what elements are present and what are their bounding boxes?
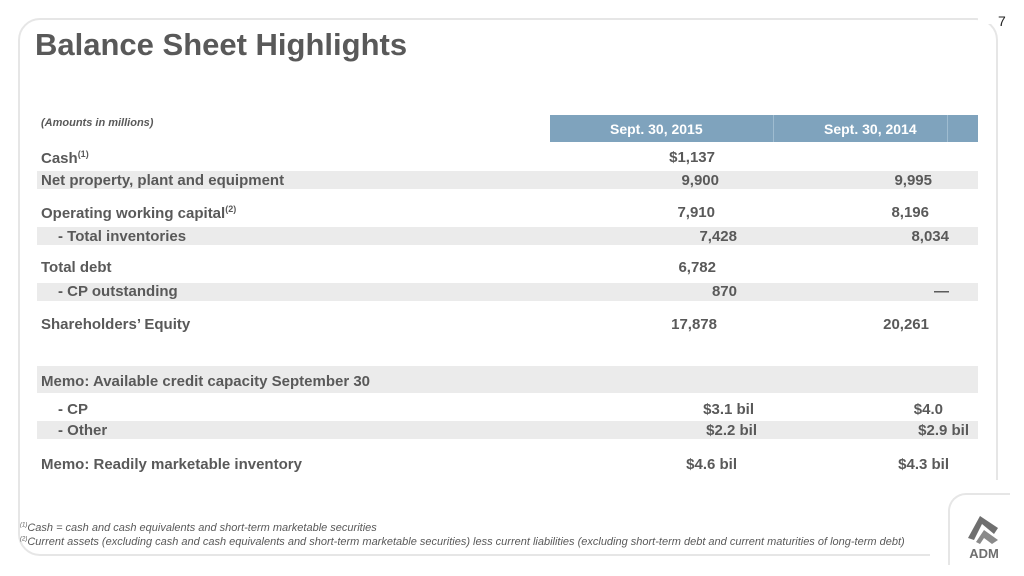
table-cell-2014: 20,261 xyxy=(883,316,929,333)
row-band xyxy=(37,421,978,439)
table-row-label: - CP outstanding xyxy=(58,283,178,300)
memo-cell-2015: $2.2 bil xyxy=(706,422,757,439)
frame-gap xyxy=(978,10,1008,24)
units-note: (Amounts in millions) xyxy=(41,117,154,129)
table-cell-2015: $1,137 xyxy=(669,149,715,166)
table-cell-2014: 9,995 xyxy=(894,172,932,189)
adm-logo-mark-icon: ADM xyxy=(968,516,999,561)
table-row-label: Net property, plant and equipment xyxy=(41,172,285,189)
table-header xyxy=(550,115,978,142)
adm-logo: ADM xyxy=(964,512,1004,562)
header-divider xyxy=(773,115,774,142)
row-band xyxy=(37,366,978,393)
memo-row-label: - CP xyxy=(58,401,88,418)
adm-logo-text: ADM xyxy=(969,546,999,561)
page-number: 7 xyxy=(998,13,1006,29)
table-row-label: Cash(1) xyxy=(41,149,89,167)
memo-cell-2015: $4.6 bil xyxy=(686,456,737,473)
column-header-2015: Sept. 30, 2015 xyxy=(610,121,703,137)
table-row-label: - Total inventories xyxy=(58,228,187,245)
table-row-label: Operating working capital(2) xyxy=(41,204,237,222)
memo-label: Memo: Available credit capacity Septembe… xyxy=(41,373,371,390)
table-cell-2015: 7,910 xyxy=(677,204,715,221)
frame-corner xyxy=(948,493,1010,565)
memo-cell-2014: $4.0 xyxy=(913,401,943,418)
footnote: (1)Cash = cash and cash equivalents and … xyxy=(20,522,377,534)
table-cell-2015: 9,900 xyxy=(681,172,719,189)
memo-cell-2014: $4.3 bil xyxy=(898,456,949,473)
header-divider xyxy=(947,115,948,142)
table-cell-2015: 17,878 xyxy=(671,316,717,333)
footnote: (2)Current assets (excluding cash and ca… xyxy=(20,536,905,548)
memo-label: Memo: Readily marketable inventory xyxy=(41,456,302,473)
table-cell-2015: 7,428 xyxy=(699,228,737,245)
memo-cell-2015: $3.1 bil xyxy=(703,401,754,418)
table-cell-2014: — xyxy=(934,283,949,300)
table-cell-2014: 8,034 xyxy=(911,228,949,245)
table-row-label: Total debt xyxy=(41,259,112,276)
table-cell-2014: 8,196 xyxy=(891,204,929,221)
table-cell-2015: 870 xyxy=(711,283,737,300)
memo-row-label: - Other xyxy=(58,422,108,439)
column-header-2014: Sept. 30, 2014 xyxy=(824,121,917,137)
memo-cell-2014: $2.9 bil xyxy=(918,422,969,439)
row-band xyxy=(37,171,978,189)
table-cell-2015: 6,782 xyxy=(678,259,716,276)
page-title: Balance Sheet Highlights xyxy=(35,27,408,62)
table-row-label: Shareholders’ Equity xyxy=(41,316,191,333)
row-band xyxy=(37,227,978,245)
slide-frame xyxy=(18,18,998,556)
row-band xyxy=(37,283,978,301)
